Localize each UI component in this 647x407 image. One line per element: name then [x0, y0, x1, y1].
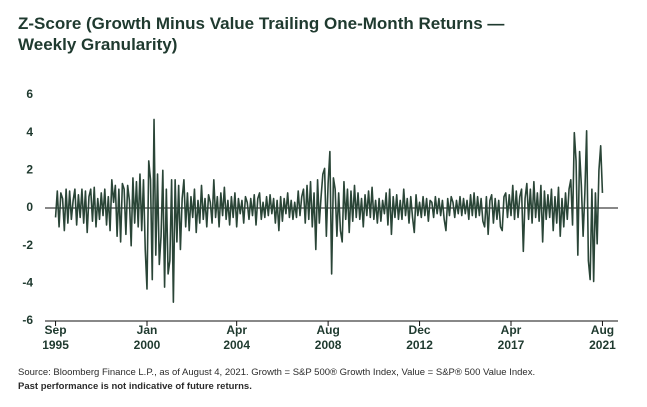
y-tick-label: -4	[22, 276, 33, 290]
disclaimer: Past performance is not indicative of fu…	[18, 381, 252, 392]
x-tick-label: Aug 2021	[589, 323, 616, 352]
source-note: Source: Bloomberg Finance L.P., as of Au…	[18, 367, 535, 378]
y-tick-label: 0	[26, 200, 33, 214]
x-tick-label: Sep 1995	[42, 323, 69, 352]
y-tick-label: -2	[22, 238, 33, 252]
chart-title: Z-Score (Growth Minus Value Trailing One…	[18, 14, 504, 54]
x-tick-label: Aug 2008	[315, 323, 342, 352]
y-tick-label: -6	[22, 313, 33, 327]
x-tick-label: Dec 2012	[406, 323, 433, 352]
y-tick-label: 6	[26, 87, 33, 101]
x-tick-label: Apr 2004	[223, 323, 250, 352]
x-tick-label: Jan 2000	[134, 323, 161, 352]
y-tick-label: 4	[26, 125, 33, 139]
data-line	[54, 118, 604, 303]
x-tick-label: Apr 2017	[498, 323, 525, 352]
y-tick-label: 2	[26, 163, 33, 177]
